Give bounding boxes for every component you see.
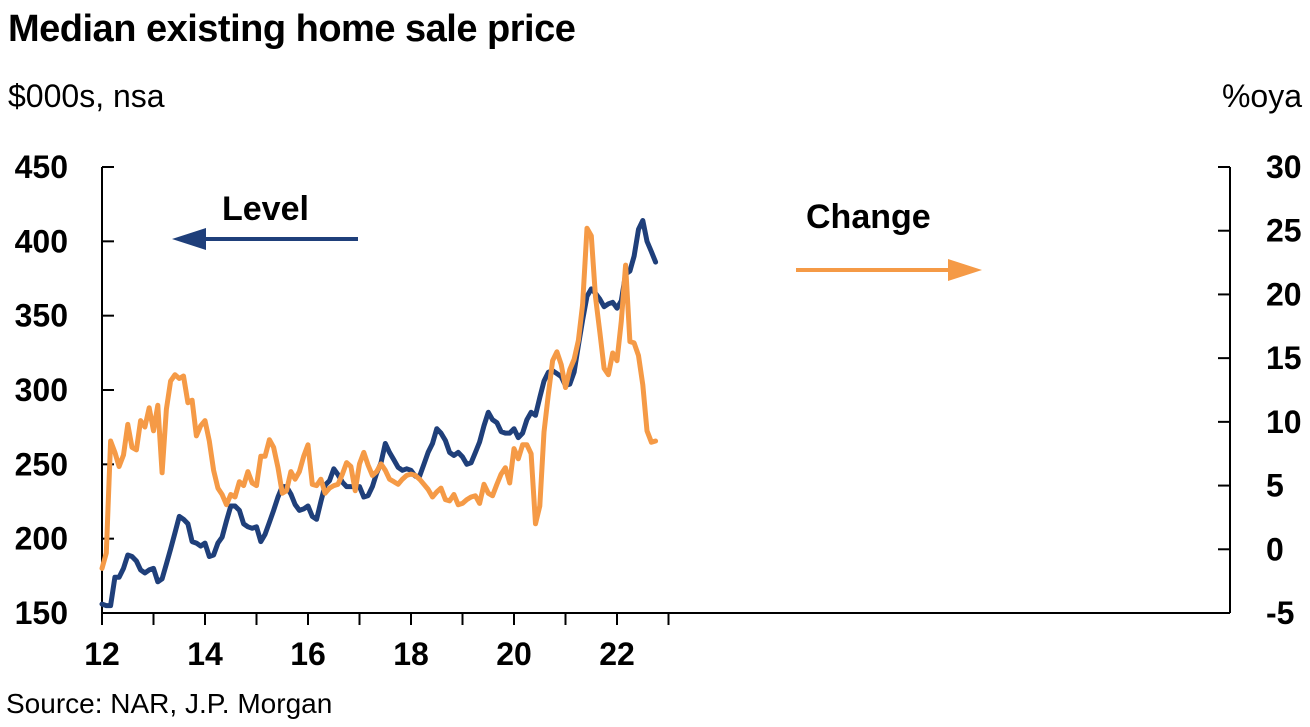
right-axis-tick-label: 0 xyxy=(1266,531,1284,567)
level-series-line xyxy=(99,218,659,609)
right-axis-tick-label: 15 xyxy=(1266,340,1302,376)
right-axis-tick-label: 5 xyxy=(1266,468,1284,504)
x-axis-tick-label: 22 xyxy=(599,636,635,672)
change-arrowhead xyxy=(948,259,982,281)
annotations: Level Change xyxy=(172,190,982,281)
level-annotation: Level xyxy=(222,190,309,228)
level-arrowhead xyxy=(172,228,206,250)
axes xyxy=(101,167,1231,614)
left-axis-tick-label: 300 xyxy=(15,372,68,408)
source-note: Source: NAR, J.P. Morgan xyxy=(6,688,333,719)
x-axis-tick-label: 20 xyxy=(496,636,532,672)
left-axis-tick-label: 150 xyxy=(15,595,68,631)
left-axis-tick-label: 200 xyxy=(15,521,68,557)
tick-marks xyxy=(101,166,1230,625)
change-annotation: Change xyxy=(806,198,931,236)
left-axis-unit: $000s, nsa xyxy=(8,78,165,114)
left-axis-tick-label: 450 xyxy=(15,149,68,185)
right-axis-tick-label: 25 xyxy=(1266,213,1302,249)
series-lines xyxy=(99,218,659,609)
right-axis-tick-label: -5 xyxy=(1266,595,1294,631)
right-axis-tick-label: 10 xyxy=(1266,404,1302,440)
right-axis-tick-label: 20 xyxy=(1266,276,1302,312)
change-series-line xyxy=(99,225,659,571)
tick-labels: 150 200 250 300 350 400 450 -5 0 5 10 15 20 25 30 12 14 1… xyxy=(15,149,1302,672)
left-axis-tick-label: 350 xyxy=(15,298,68,334)
left-axis-tick-label: 250 xyxy=(15,446,68,482)
x-axis-tick-label: 14 xyxy=(187,636,223,672)
left-axis-tick-label: 400 xyxy=(15,223,68,259)
right-axis-unit: %oya xyxy=(1221,78,1302,114)
x-axis-tick-label: 18 xyxy=(393,636,429,672)
right-axis-tick-label: 30 xyxy=(1266,149,1302,185)
x-axis-tick-label: 12 xyxy=(84,636,120,672)
x-axis-tick-label: 16 xyxy=(290,636,326,672)
chart-title: Median existing home sale price xyxy=(8,8,576,50)
